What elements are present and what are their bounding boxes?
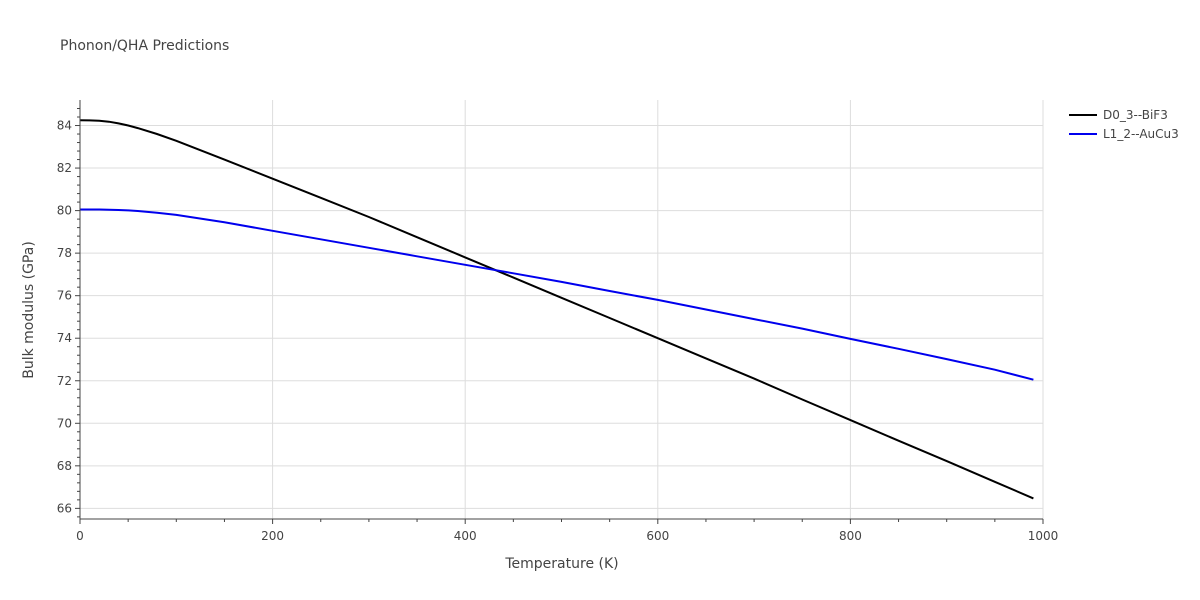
y-tick-label: 76 — [57, 289, 72, 303]
y-tick-label: 78 — [57, 246, 72, 260]
y-axis-title: Bulk modulus (GPa) — [21, 241, 37, 379]
x-tick-label: 600 — [646, 529, 669, 543]
y-tick-label: 66 — [57, 501, 72, 515]
x-tick-label: 800 — [839, 529, 862, 543]
x-tick-labels: 0 200 400 600 800 1000 — [76, 529, 1058, 543]
series-line-1 — [80, 208, 1034, 381]
x-tick-label: 200 — [261, 529, 284, 543]
x-axis-title: Temperature (K) — [504, 556, 618, 572]
grid — [80, 100, 1044, 519]
x-tick-label: 1000 — [1028, 529, 1059, 543]
series-line-0 — [79, 119, 1034, 500]
chart-title: Phonon/QHA Predictions — [60, 38, 229, 54]
legend-label[interactable]: L1_2--AuCu3 — [1103, 127, 1179, 141]
axes — [75, 100, 1044, 524]
y-tick-label: 70 — [57, 416, 72, 430]
y-tick-label: 68 — [57, 459, 72, 473]
y-tick-label: 74 — [57, 331, 72, 345]
x-tick-label: 400 — [454, 529, 477, 543]
x-tick-label: 0 — [76, 529, 84, 543]
y-tick-labels: 66 68 70 72 74 76 78 80 82 84 — [57, 119, 72, 516]
y-tick-label: 72 — [57, 374, 72, 388]
y-tick-label: 84 — [57, 119, 72, 133]
y-tick-label: 82 — [57, 161, 72, 175]
series-lines — [79, 119, 1034, 500]
legend[interactable]: D0_3--BiF3 L1_2--AuCu3 — [1069, 108, 1179, 141]
y-tick-label: 80 — [57, 204, 72, 218]
legend-label[interactable]: D0_3--BiF3 — [1103, 108, 1168, 122]
